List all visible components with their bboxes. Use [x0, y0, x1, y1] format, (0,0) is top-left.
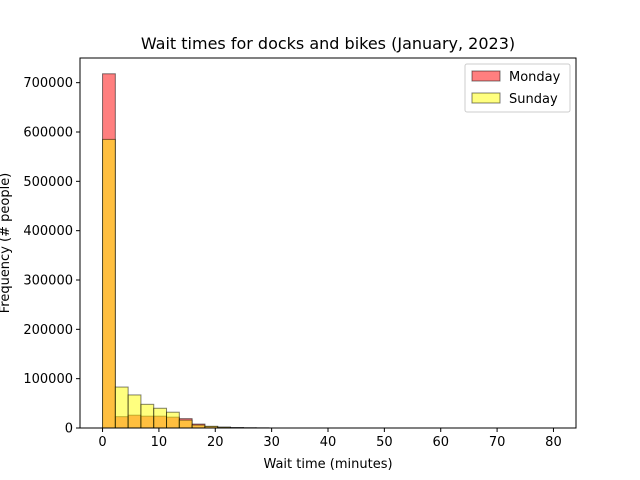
- bar-sunday-5: [166, 411, 180, 429]
- x-tick-label: 60: [432, 435, 449, 450]
- y-tick-label: 100000: [23, 372, 73, 387]
- legend-label-sunday: Sunday: [509, 92, 558, 107]
- legend: Monday Sunday: [464, 63, 571, 113]
- x-tick-label: 70: [489, 435, 506, 450]
- x-tick-label: 20: [207, 435, 224, 450]
- x-tick-label: 50: [376, 435, 393, 450]
- y-tick-label: 200000: [23, 323, 73, 338]
- bar-sunday-2: [127, 394, 142, 429]
- bar-sunday-0: [102, 138, 116, 429]
- y-tick-label: 0: [65, 422, 73, 437]
- chart-title: Wait times for docks and bikes (January,…: [141, 34, 515, 53]
- y-tick-label: 400000: [23, 224, 73, 239]
- bar-sunday-1: [114, 386, 129, 429]
- x-tick-label: 30: [263, 435, 280, 450]
- x-tick-label: 10: [151, 435, 168, 450]
- x-tick-label: 40: [320, 435, 337, 450]
- legend-swatch-sunday: [471, 92, 501, 104]
- x-tick-label: 0: [98, 435, 106, 450]
- plot-frame: [79, 57, 577, 429]
- y-axis-label: Frequency (# people): [0, 173, 13, 314]
- y-tick-label: 500000: [23, 175, 73, 190]
- bar-sunday-3: [140, 403, 155, 429]
- y-tick-label: 700000: [23, 76, 73, 91]
- bar-sunday-4: [153, 407, 168, 429]
- bars-layer: [102, 73, 270, 429]
- x-axis: 0 10 20 30 40 50 60 70 80: [98, 428, 562, 450]
- bar-sunday-6: [178, 419, 193, 429]
- x-tick-label: 80: [545, 435, 562, 450]
- x-axis-label: Wait time (minutes): [263, 457, 392, 472]
- y-tick-label: 300000: [23, 274, 73, 289]
- legend-label-monday: Monday: [509, 70, 561, 85]
- legend-swatch-monday: [471, 70, 501, 82]
- y-tick-label: 600000: [23, 126, 73, 141]
- y-axis: 0 100000 200000 300000 400000 500000 600000 700…: [23, 76, 80, 437]
